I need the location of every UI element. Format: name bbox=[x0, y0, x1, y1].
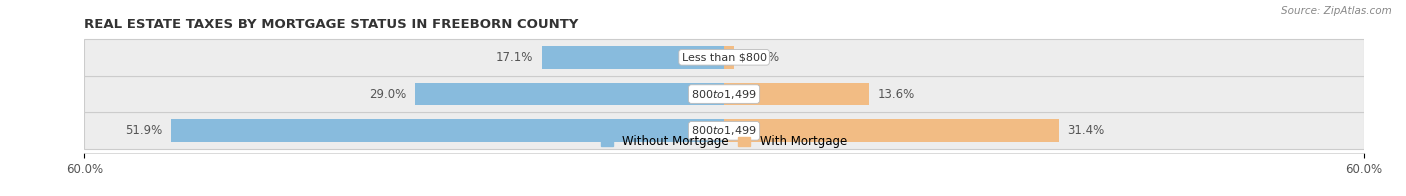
Bar bbox=[170, 119, 724, 142]
Text: Source: ZipAtlas.com: Source: ZipAtlas.com bbox=[1281, 6, 1392, 16]
Text: 31.4%: 31.4% bbox=[1067, 124, 1105, 137]
Text: 51.9%: 51.9% bbox=[125, 124, 162, 137]
Legend: Without Mortgage, With Mortgage: Without Mortgage, With Mortgage bbox=[596, 130, 852, 153]
Bar bbox=[724, 46, 734, 69]
Bar bbox=[415, 83, 724, 105]
Text: $800 to $1,499: $800 to $1,499 bbox=[692, 88, 756, 101]
Text: REAL ESTATE TAXES BY MORTGAGE STATUS IN FREEBORN COUNTY: REAL ESTATE TAXES BY MORTGAGE STATUS IN … bbox=[84, 18, 579, 31]
Text: 29.0%: 29.0% bbox=[370, 88, 406, 101]
Text: 17.1%: 17.1% bbox=[496, 51, 533, 64]
Bar bbox=[541, 46, 724, 69]
Bar bbox=[84, 113, 1364, 149]
Text: 13.6%: 13.6% bbox=[877, 88, 915, 101]
Text: $800 to $1,499: $800 to $1,499 bbox=[692, 124, 756, 137]
Bar bbox=[724, 83, 869, 105]
Bar bbox=[84, 76, 1364, 113]
Bar bbox=[84, 39, 1364, 76]
Text: 0.93%: 0.93% bbox=[742, 51, 780, 64]
Text: Less than $800: Less than $800 bbox=[682, 52, 766, 62]
Bar bbox=[724, 119, 1059, 142]
